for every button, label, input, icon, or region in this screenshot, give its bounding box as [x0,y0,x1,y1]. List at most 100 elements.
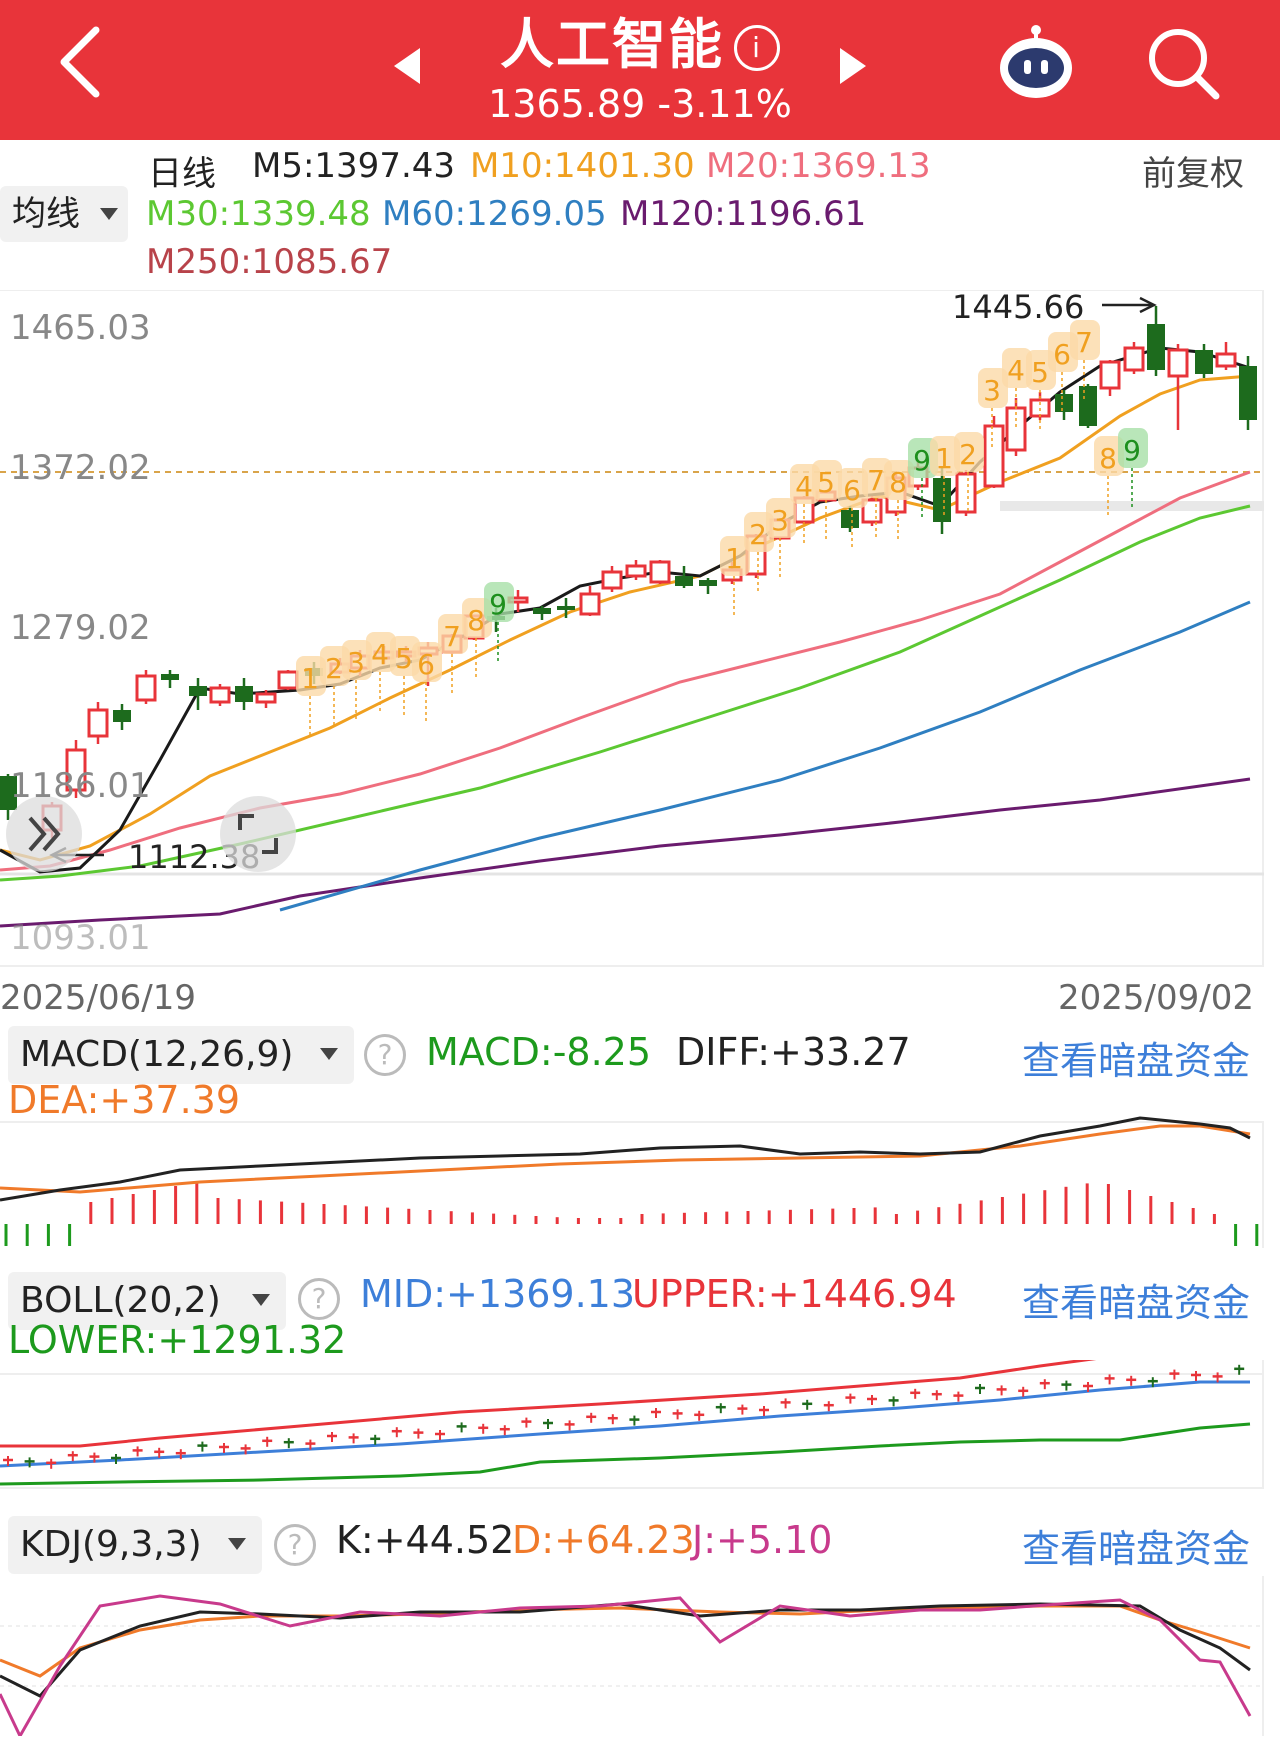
svg-text:2: 2 [749,518,767,551]
boll-upper-value: UPPER:+1446.94 [632,1272,957,1316]
ma20-line [0,470,1251,872]
dark-pool-link-macd[interactable]: 查看暗盘资金 [1021,1039,1250,1083]
diff-value: DIFF:+33.27 [676,1030,911,1074]
y-label-bottom: 1093.01 [10,918,151,958]
seq-count-badge: 6 [838,468,868,508]
svg-text:9: 9 [489,588,507,621]
boll-mid-value: MID:+1369.13 [360,1272,636,1316]
candle [113,704,131,730]
candle [625,560,647,580]
info-icon[interactable]: i [734,25,780,72]
dark-pool-link-kdj[interactable]: 查看暗盘资金 [1021,1527,1250,1571]
seq-count-badge: 2 [954,432,984,472]
period-label: 日线 [148,154,216,194]
macd-value: MACD:-8.25 [426,1030,652,1074]
kdj-chart [0,1576,1264,1736]
y-label-top: 1465.03 [10,308,151,348]
svg-text:5: 5 [1031,356,1049,389]
next-arrow-icon[interactable] [838,46,868,86]
expand-left-button[interactable] [6,796,82,872]
ma5-line [0,346,1251,874]
boll-lower-value: LOWER:+1291.32 [8,1318,347,1362]
seq-count-badge: 1 [720,536,750,576]
kdj-selector[interactable]: KDJ(9,3,3) [8,1516,262,1574]
candle [955,470,977,516]
chevron-down-icon [228,1538,246,1550]
candle [601,566,623,592]
candle [209,684,231,706]
ma10-line [0,374,1251,862]
price-line: 1365.89 -3.11% [0,82,1280,126]
svg-text:9: 9 [1123,434,1141,467]
svg-text:2: 2 [325,652,343,685]
candle [1239,356,1257,430]
candle [161,670,179,688]
svg-text:6: 6 [1053,338,1071,371]
current-price: 1365.89 [488,82,646,126]
robot-icon[interactable] [996,22,1076,102]
candle [0,774,17,820]
ma250-value: M250:1085.67 [146,242,393,282]
kdj-k-value: K:+44.52 [336,1518,515,1562]
date-start: 2025/06/19 [0,978,196,1018]
candle [135,670,157,704]
help-icon[interactable]: ? [274,1524,316,1566]
header-bar: 人工智能 i 1365.89 -3.11% [0,0,1280,140]
kdj-j-value: J:+5.10 [692,1518,833,1562]
prev-arrow-icon[interactable] [392,46,422,86]
svg-text:9: 9 [913,444,931,477]
help-icon[interactable]: ? [298,1278,340,1320]
ma30-value: M30:1339.48 [146,194,371,234]
svg-text:7: 7 [867,464,885,497]
svg-text:3: 3 [771,504,789,537]
seq-count-badge: 4 [366,632,396,672]
candle [1167,344,1189,430]
svg-text:3: 3 [347,646,365,679]
boll-chart [0,1360,1264,1489]
svg-text:1: 1 [301,662,319,695]
svg-text:5: 5 [817,466,835,499]
candle [1147,306,1165,376]
seq-count-badge: 6 [412,642,442,682]
svg-text:5: 5 [395,642,413,675]
boll-selector[interactable]: BOLL(20,2) [8,1272,286,1330]
search-icon[interactable] [1146,26,1222,102]
candle [65,740,87,798]
seq-count-badge: 1 [930,436,960,476]
kdj-selector-label: KDJ(9,3,3) [20,1524,202,1565]
svg-text:2: 2 [959,438,977,471]
chevron-down-icon [252,1294,270,1306]
ma60-line [279,600,1251,912]
macd-selector[interactable]: MACD(12,26,9) [8,1026,354,1084]
candle [557,598,575,618]
fullscreen-button[interactable] [220,796,296,872]
kline-chart[interactable]: 1 2 3 4 5 67 8 912 34 5 6 7 89 1 234 56 78 9 1445.66 1112… [0,290,1280,990]
svg-text:8: 8 [889,466,907,499]
seq-count-badge: 3 [978,368,1008,408]
candle [649,560,671,584]
candle [699,578,717,594]
candle [1123,342,1145,374]
candle [841,506,859,532]
candle [87,702,109,744]
back-icon[interactable] [52,22,132,102]
svg-text:4: 4 [1007,354,1025,387]
seq-count-badge: 8 [884,460,914,500]
adjust-mode[interactable]: 前复权 [1142,154,1244,194]
candle [277,670,299,690]
ma10-value: M10:1401.30 [470,146,695,186]
ma-selector-label: 均线 [12,194,80,234]
page-title: 人工智能 i [0,0,1280,79]
seq-count-badge: 7 [438,614,468,654]
ma-selector[interactable]: 均线 [0,186,128,242]
dark-pool-link-boll[interactable]: 查看暗盘资金 [1021,1281,1250,1325]
candle [1055,390,1073,420]
seq-count-badge: 3 [342,640,372,680]
svg-text:6: 6 [843,474,861,507]
candle [579,586,601,616]
svg-text:4: 4 [795,470,813,503]
price-change: -3.11% [657,82,792,126]
candle [675,566,693,588]
help-icon[interactable]: ? [364,1034,406,1076]
svg-text:1: 1 [725,542,743,575]
